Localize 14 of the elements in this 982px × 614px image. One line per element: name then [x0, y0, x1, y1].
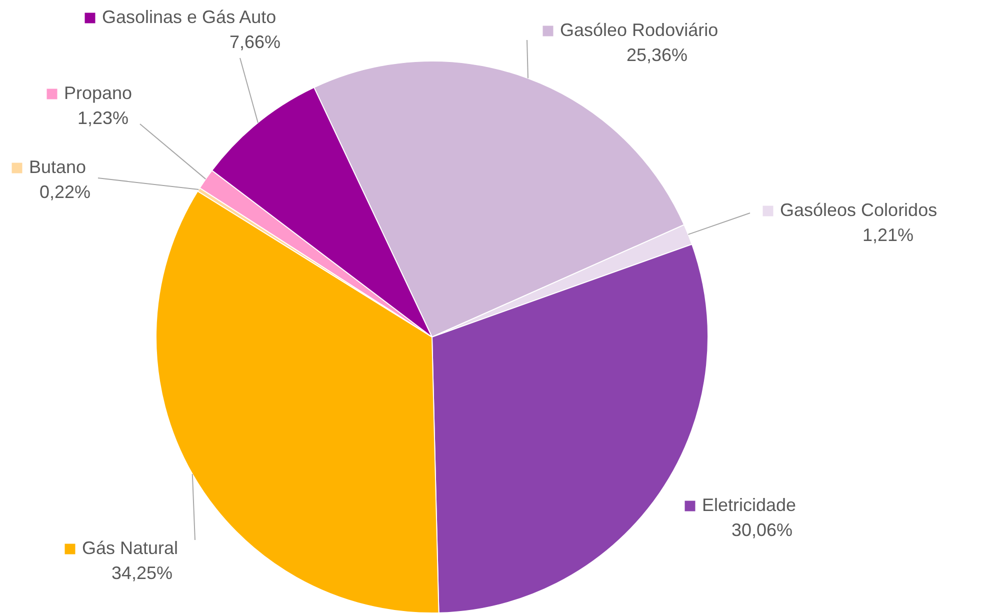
legend-label: Propano: [64, 83, 132, 103]
data-label: 7,66%: [229, 32, 281, 52]
legend-label: Gasolinas e Gás Auto: [102, 7, 276, 27]
legend-label: Butano: [29, 157, 86, 177]
legend-label: Gasóleo Rodoviário: [560, 20, 718, 40]
data-label: 25,36%: [626, 45, 688, 65]
legend-label: Gás Natural: [82, 538, 178, 558]
data-label: 34,25%: [111, 563, 173, 583]
data-label: 1,21%: [862, 225, 914, 245]
legend-label: Gasóleos Coloridos: [780, 200, 938, 220]
data-label: 30,06%: [731, 520, 793, 540]
data-label: 0,22%: [39, 182, 91, 202]
data-label: 1,23%: [77, 108, 129, 128]
legend-label: Eletricidade: [702, 495, 796, 515]
